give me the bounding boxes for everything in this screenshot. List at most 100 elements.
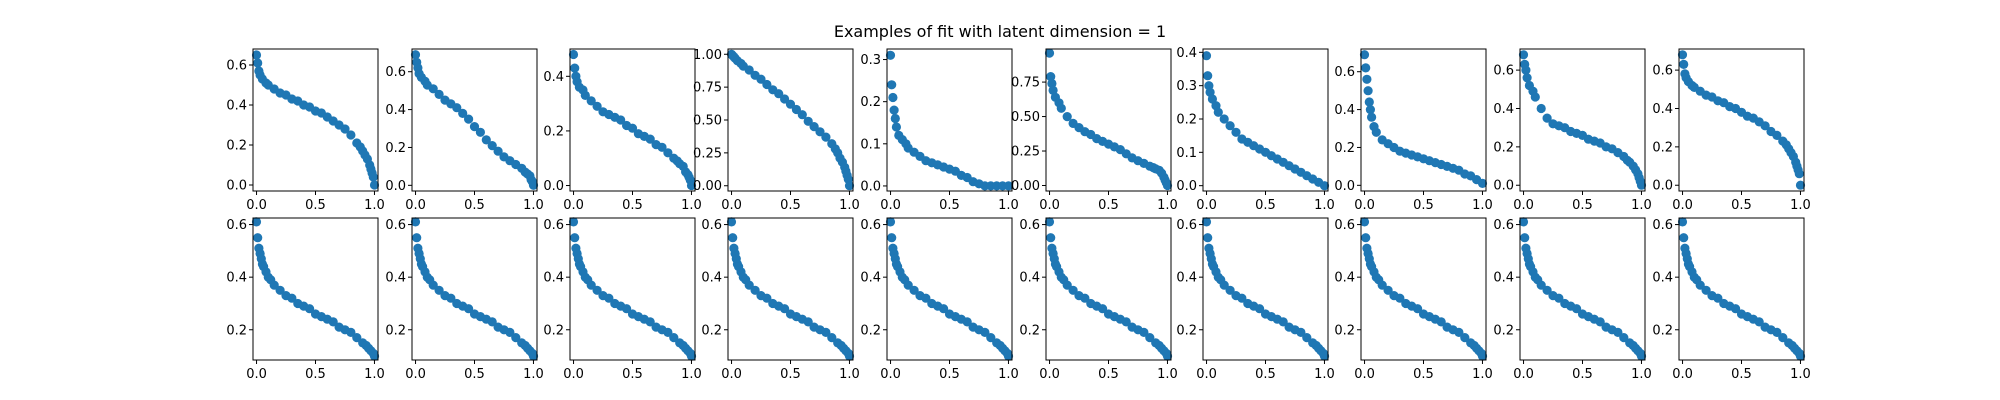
data-point — [803, 317, 813, 327]
x-tick-label: 0.0 — [880, 198, 901, 213]
data-point — [797, 110, 807, 120]
y-tick-label: 0.0 — [385, 179, 406, 194]
data-point — [346, 327, 356, 337]
subplot-r1-c3: 0.0 0.5 1.0 0.2 0.4 0.6 — [701, 217, 860, 382]
x-tick-label: 1.0 — [1790, 367, 1811, 382]
data-point — [1044, 48, 1055, 58]
x-tick-label: 0.0 — [1672, 198, 1693, 213]
data-point — [889, 105, 899, 115]
data-point — [586, 96, 596, 106]
x-tick-label: 1.0 — [839, 367, 860, 382]
x-tick-label: 1.0 — [364, 367, 385, 382]
data-point — [1302, 333, 1312, 343]
axes-frame — [1360, 48, 1487, 192]
y-tick-label: 0.50 — [1011, 110, 1040, 125]
data-point — [592, 101, 602, 111]
y-tick-label: 0.2 — [543, 323, 564, 338]
y-tick-label: 0.2 — [1019, 323, 1040, 338]
data-points — [1677, 217, 1806, 361]
data-point — [275, 285, 285, 295]
data-point — [368, 172, 378, 182]
data-point — [1361, 63, 1371, 73]
y-tick-label: 0.75 — [1011, 76, 1040, 91]
data-point — [1778, 333, 1788, 343]
x-tick-label: 1.0 — [1790, 198, 1811, 213]
data-point — [505, 327, 515, 337]
y-tick-label: 0.2 — [1334, 323, 1355, 338]
data-point — [809, 122, 819, 132]
data-point — [493, 146, 503, 156]
data-point — [1255, 304, 1265, 314]
x-tick-label: 0.5 — [780, 367, 801, 382]
data-point — [369, 180, 380, 190]
x-tick-label: 1.0 — [364, 198, 385, 213]
data-point — [986, 333, 996, 343]
x-tick-label: 0.5 — [939, 198, 960, 213]
data-points — [410, 217, 539, 361]
x-tick-label: 0.5 — [1572, 198, 1593, 213]
data-point — [251, 217, 262, 227]
data-point — [464, 304, 474, 314]
data-point — [887, 233, 897, 243]
y-tick-label: 0.25 — [693, 146, 722, 161]
y-tick-label: 0.6 — [1019, 218, 1040, 233]
subplot-r1-c6: 0.0 0.5 1.0 0.2 0.4 0.6 — [1176, 217, 1335, 382]
data-point — [528, 180, 539, 190]
data-point — [1413, 304, 1423, 314]
y-tick-label: 0.2 — [1176, 323, 1197, 338]
data-point — [744, 65, 754, 75]
data-point — [1371, 127, 1381, 137]
data-point — [1046, 233, 1056, 243]
y-tick-label: 0.4 — [1334, 103, 1355, 118]
data-point — [570, 63, 580, 73]
data-point — [1219, 114, 1229, 124]
data-points — [568, 217, 697, 361]
subplot-r1-c5: 0.0 0.5 1.0 0.2 0.4 0.6 — [1019, 217, 1178, 382]
data-point — [1201, 51, 1212, 61]
x-tick-label: 0.5 — [1731, 367, 1752, 382]
subplot-r0-c6: 0.0 0.5 1.0 0.0 0.1 0.2 0.3 0.4 — [1176, 46, 1334, 213]
data-point — [1518, 50, 1529, 60]
data-point — [592, 285, 602, 295]
data-point — [1237, 293, 1247, 303]
axes-frame — [1678, 48, 1805, 192]
subplot-r0-c7: 0.0 0.5 1.0 0.0 0.2 0.4 0.6 — [1334, 48, 1493, 213]
y-tick-label: 1.00 — [693, 48, 722, 63]
x-tick-label: 0.5 — [939, 367, 960, 382]
data-point — [1367, 112, 1377, 122]
data-point — [750, 285, 760, 295]
y-tick-label: 0.6 — [543, 218, 564, 233]
data-point — [1056, 103, 1066, 113]
y-tick-label: 0.4 — [1019, 271, 1040, 286]
y-tick-label: 0.6 — [1176, 218, 1197, 233]
data-point — [1048, 85, 1058, 95]
data-point — [762, 293, 772, 303]
data-point — [328, 317, 338, 327]
data-point — [528, 351, 539, 361]
x-tick-label: 0.5 — [622, 198, 643, 213]
y-tick-label: 0.1 — [1176, 146, 1197, 161]
x-tick-label: 1.0 — [998, 367, 1019, 382]
data-points — [251, 50, 380, 190]
y-tick-label: 0.6 — [1334, 218, 1355, 233]
x-tick-label: 1.0 — [998, 198, 1019, 213]
data-points — [726, 217, 855, 361]
data-point — [1364, 97, 1374, 107]
data-point — [939, 304, 949, 314]
x-tick-label: 1.0 — [523, 198, 544, 213]
y-tick-label: 0.0 — [1652, 179, 1673, 194]
data-point — [1213, 107, 1223, 117]
y-tick-label: 0.6 — [385, 65, 406, 80]
subplot-r1-c8: 0.0 0.5 1.0 0.2 0.4 0.6 — [1493, 217, 1652, 382]
data-point — [1231, 127, 1241, 137]
y-tick-label: 0.4 — [543, 70, 564, 85]
y-tick-label: 0.2 — [1652, 323, 1673, 338]
data-point — [253, 58, 263, 68]
x-tick-label: 0.0 — [1672, 367, 1693, 382]
data-point — [1477, 178, 1488, 188]
data-point — [1296, 327, 1306, 337]
x-tick-label: 0.5 — [1572, 367, 1593, 382]
data-point — [844, 181, 855, 191]
data-point — [410, 50, 421, 60]
